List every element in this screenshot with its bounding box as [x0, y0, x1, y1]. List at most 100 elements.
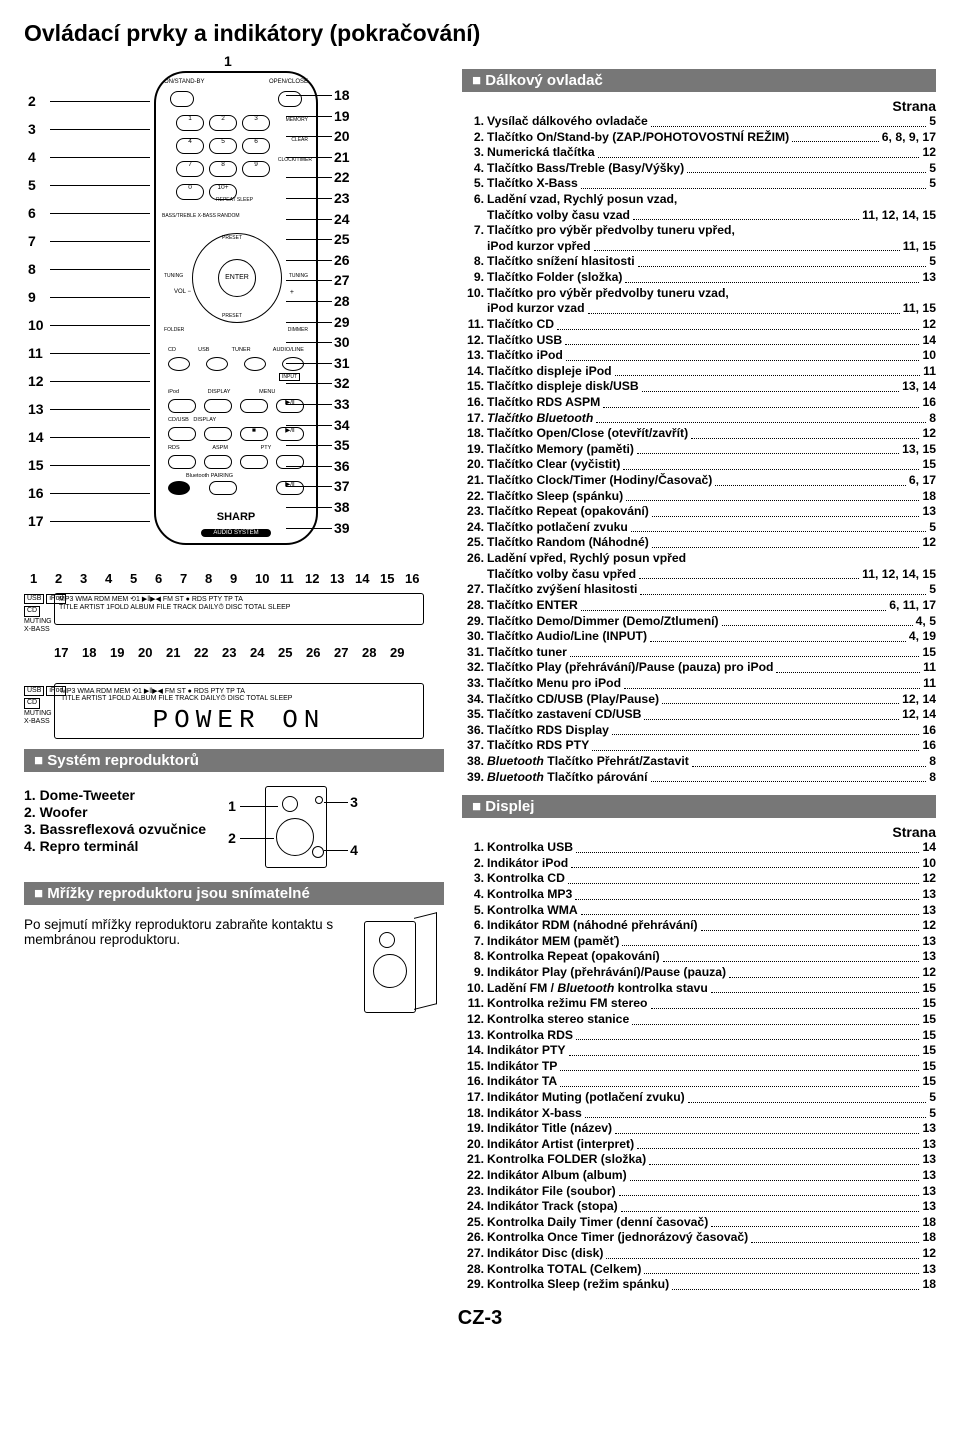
ref-item: 7.Indikátor MEM (paměť)13: [462, 934, 936, 950]
ref-label: Tlačítko zastavení CD/USB: [487, 707, 641, 723]
callout-line: [50, 437, 150, 438]
ref-item: 32.Tlačítko Play (přehrávání)/Pause (pau…: [462, 660, 936, 676]
display-callout: 15: [380, 571, 394, 586]
ref-dots: [588, 301, 900, 314]
ref-dots: [619, 1184, 920, 1197]
ref-label: Tlačítko Menu pro iPod: [487, 676, 621, 692]
remote-callout: 29: [334, 314, 350, 330]
remote-callout: 26: [334, 252, 350, 268]
ref-page: 5: [929, 520, 936, 536]
ref-num: 36.: [462, 723, 487, 739]
ref-page: 15: [922, 1043, 936, 1059]
ref-item: 6.Indikátor RDM (náhodné přehrávání)12: [462, 918, 936, 934]
display-callout: 24: [250, 645, 264, 660]
ref-item: 10.Ladění FM / Bluetooth kontrolka stavu…: [462, 981, 936, 997]
ref-label: Tlačítko Play (přehrávání)/Pause (pauza)…: [487, 660, 773, 676]
ref-item: 7.Tlačítko pro výběr předvolby tuneru vp…: [462, 223, 936, 239]
callout-line: [286, 177, 332, 178]
ref-dots: [581, 176, 926, 189]
ref-label: Kontrolka Once Timer (jednorázový časova…: [487, 1230, 748, 1246]
remote-callout: 39: [334, 520, 350, 536]
callout-line: [50, 465, 150, 466]
ref-item: 6.Ladění vzad, Rychlý posun vzad,: [462, 192, 936, 208]
ref-label: Kontrolka RDS: [487, 1028, 573, 1044]
ref-num: 27.: [462, 1246, 487, 1262]
ref-dots: [615, 364, 920, 377]
ref-page: 15: [922, 645, 936, 661]
ref-page: 13: [922, 1152, 936, 1168]
ref-item: 14.Tlačítko displeje iPod11: [462, 364, 936, 380]
display-callout: 12: [305, 571, 319, 586]
ref-num: 31.: [462, 645, 487, 661]
ref-label: Tlačítko Bluetooth: [487, 411, 593, 427]
display-callout: 27: [334, 645, 348, 660]
ref-label: Tlačítko volby času vzad: [487, 208, 630, 224]
ref-label: Indikátor Disc (disk): [487, 1246, 603, 1262]
ref-dots: [626, 489, 919, 502]
ref-num: 4.: [462, 161, 487, 177]
section-heading-display: Displej: [462, 795, 936, 818]
ref-num: 23.: [462, 1184, 487, 1200]
ref-num: 33.: [462, 676, 487, 692]
right-column: Dálkový ovladač Strana 1.Vysílač dálkové…: [462, 59, 936, 1293]
ref-page: 15: [922, 981, 936, 997]
section-heading-grilles: Mřížky reproduktoru jsou snímatelné: [24, 882, 444, 905]
remote-callout: 18: [334, 87, 350, 103]
ref-item: 13.Kontrolka RDS15: [462, 1028, 936, 1044]
ref-num: 26.: [462, 551, 487, 567]
ref-label: Indikátor Title (název): [487, 1121, 612, 1137]
ref-label: Tlačítko X-Bass: [487, 176, 578, 192]
ref-label: Kontrolka režimu FM stereo: [487, 996, 648, 1012]
ref-page: 11, 15: [903, 239, 936, 255]
display-callout: 25: [278, 645, 292, 660]
ref-item: 34.Tlačítko CD/USB (Play/Pause)12, 14: [462, 692, 936, 708]
ref-num: 35.: [462, 707, 487, 723]
ref-num: 21.: [462, 1152, 487, 1168]
ref-num: 25.: [462, 1215, 487, 1231]
ref-page: 18: [922, 1215, 936, 1231]
ref-page: 13: [922, 1168, 936, 1184]
ref-dots: [715, 473, 906, 486]
ref-dots: [650, 629, 906, 642]
ref-num: 5.: [462, 176, 487, 192]
ref-dots: [612, 723, 920, 736]
ref-num: 7.: [462, 223, 487, 239]
remote-refs-list: 1.Vysílač dálkového ovladače52.Tlačítko …: [462, 114, 936, 785]
ref-item: 25.Kontrolka Daily Timer (denní časovač)…: [462, 1215, 936, 1231]
ref-item: 19.Indikátor Title (název)13: [462, 1121, 936, 1137]
ref-item: 17.Indikátor Muting (potlačení zvuku)5: [462, 1090, 936, 1106]
ref-num: 10.: [462, 286, 487, 302]
ref-label: Bluetooth Tlačítko Přehrát/Zastavit: [487, 754, 689, 770]
ref-item: 18.Indikátor X-bass5: [462, 1106, 936, 1122]
ref-dots: [644, 707, 899, 720]
ref-page: 11: [923, 364, 936, 380]
ref-item: 23.Indikátor File (soubor)13: [462, 1184, 936, 1200]
ref-num: 22.: [462, 489, 487, 505]
ref-num: 24.: [462, 520, 487, 536]
remote-callout: 16: [28, 485, 44, 501]
ref-label: Tlačítko ENTER: [487, 598, 578, 614]
ref-item: 2.Tlačítko On/Stand-by (ZAP./POHOTOVOSTN…: [462, 130, 936, 146]
ref-dots: [598, 145, 920, 158]
remote-callout: 23: [334, 190, 350, 206]
ref-num: 26.: [462, 1230, 487, 1246]
remote-callout: 36: [334, 458, 350, 474]
ref-num: 9.: [462, 965, 487, 981]
display-callout: 19: [110, 645, 124, 660]
ref-dots: [637, 1137, 919, 1150]
ref-label: Tlačítko volby času vpřed: [487, 567, 636, 583]
ref-item: 35.Tlačítko zastavení CD/USB12, 14: [462, 707, 936, 723]
ref-item: 3.Numerická tlačítka12: [462, 145, 936, 161]
ref-page: 4, 5: [916, 614, 936, 630]
speaker-section: 1. Dome-Tweeter2. Woofer3. Bassreflexová…: [24, 782, 444, 872]
ref-dots: [711, 981, 920, 994]
ref-page: 13: [922, 949, 936, 965]
ref-item: 38.Bluetooth Tlačítko Přehrát/Zastavit8: [462, 754, 936, 770]
callout-line: [286, 486, 332, 487]
ref-label: Indikátor RDM (náhodné přehrávání): [487, 918, 698, 934]
ref-page: 16: [922, 723, 936, 739]
display-callout: 3: [80, 571, 87, 586]
ref-label: Kontrolka CD: [487, 871, 565, 887]
callout-line: [286, 301, 332, 302]
ref-page: 13: [922, 1184, 936, 1200]
